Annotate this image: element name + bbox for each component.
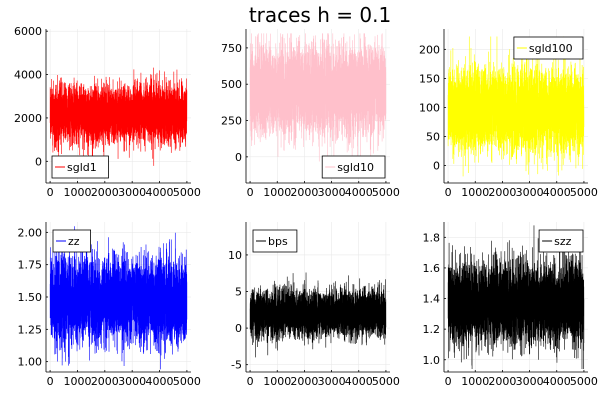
trace-line-sgld1 (49, 67, 188, 166)
y-tick-label: -5 (231, 359, 242, 372)
legend-label: zz (68, 235, 80, 248)
subplot-2: 0 1000 2000 3000 4000 5000 0 250 500 750 sgld10 (221, 29, 400, 199)
x-tick-label: 4000 (543, 375, 571, 388)
x-tick-label: 5000 (173, 186, 201, 199)
legend-box (51, 155, 109, 179)
x-tick-label: 2000 (488, 375, 516, 388)
x-tick-label: 5000 (372, 186, 400, 199)
y-tick-label: 6000 (14, 25, 42, 38)
x-tick-label: 0 (247, 186, 254, 199)
legend-szz: szz (538, 229, 584, 253)
legend-label: szz (554, 235, 572, 248)
y-tick-label: 1.75 (18, 259, 43, 272)
x-tick-label: 3000 (118, 186, 146, 199)
x-tick-label: 4000 (543, 186, 571, 199)
x-tick-label: 3000 (516, 186, 544, 199)
x-tick-label: 4000 (146, 186, 174, 199)
x-tick-label: 5000 (570, 375, 598, 388)
x-tick-label: 0 (47, 375, 54, 388)
legend-box (538, 229, 584, 253)
y-tick-label: 1.8 (423, 231, 441, 244)
y-tick-label: 2.00 (18, 226, 43, 239)
x-tick-label: 3000 (118, 375, 146, 388)
y-tick-label: 200 (419, 43, 440, 56)
subplot-5: 0 1000 2000 3000 4000 5000 -5 0 5 10 bps (228, 222, 400, 388)
y-tick-label: 0 (35, 155, 42, 168)
x-tick-label: 1000 (63, 186, 91, 199)
y-tick-label: 250 (221, 115, 242, 128)
legend-sgld10: sgld10 (321, 155, 386, 179)
trace-line-szz (447, 225, 585, 369)
x-tick-label: 3000 (318, 186, 346, 199)
trace-line-bps (249, 272, 387, 358)
legend-label: sgld100 (529, 42, 573, 55)
legend-sgld100: sgld100 (513, 36, 584, 60)
x-tick-label: 2000 (91, 375, 119, 388)
y-tick-label: 1.4 (423, 293, 441, 306)
x-tick-label: 5000 (570, 186, 598, 199)
subplot-4: 0 1000 2000 3000 4000 5000 1.00 1.25 1.50 1.75 2.0… (18, 222, 201, 388)
trace-line-sgld100 (447, 36, 585, 177)
x-tick-label: 0 (47, 186, 54, 199)
x-tick-label: 0 (445, 186, 452, 199)
legend-bps: bps (252, 229, 298, 253)
y-tick-label: 500 (221, 78, 242, 91)
legend-label: bps (268, 235, 288, 248)
x-tick-label: 5000 (372, 375, 400, 388)
x-tick-label: 2000 (91, 186, 119, 199)
y-tick-label: 150 (419, 72, 440, 85)
x-tick-label: 1000 (461, 375, 489, 388)
y-tick-label: 1.00 (18, 356, 43, 369)
x-tick-label: 5000 (173, 375, 201, 388)
trace-line-sgld10 (249, 33, 387, 177)
legend-box (252, 229, 298, 253)
x-tick-label: 1000 (263, 186, 291, 199)
x-tick-label: 1000 (63, 375, 91, 388)
legend-zz: zz (52, 229, 91, 253)
y-tick-label: 2000 (14, 112, 42, 125)
legend-label: sgld1 (67, 161, 97, 174)
y-tick-label: 1.6 (423, 262, 441, 275)
x-tick-label: 2000 (488, 186, 516, 199)
x-tick-label: 3000 (516, 375, 544, 388)
y-tick-label: 10 (228, 249, 242, 262)
legend-label: sgld10 (337, 161, 374, 174)
y-tick-label: 1.0 (423, 354, 441, 367)
figure-title: traces h = 0.1 (249, 3, 391, 27)
x-tick-label: 0 (445, 375, 452, 388)
x-tick-label: 3000 (318, 375, 346, 388)
x-tick-label: 2000 (290, 375, 318, 388)
x-tick-label: 1000 (461, 186, 489, 199)
trace-line-zz (49, 226, 188, 370)
x-tick-label: 2000 (290, 186, 318, 199)
subplot-6: 0 1000 2000 3000 4000 5000 1.0 1.2 1.4 1.6 1.8 szz (423, 222, 598, 388)
y-tick-label: 5 (235, 286, 242, 299)
x-tick-label: 4000 (146, 375, 174, 388)
y-tick-label: 1.25 (18, 323, 43, 336)
y-tick-label: 4000 (14, 69, 42, 82)
x-tick-label: 1000 (263, 375, 291, 388)
legend-box (52, 229, 91, 253)
y-tick-label: 750 (221, 42, 242, 55)
legend-sgld1: sgld1 (51, 155, 109, 179)
x-tick-label: 4000 (345, 375, 373, 388)
subplot-3: 0 1000 2000 3000 4000 5000 0 50 100 150 200 sgld100 (419, 29, 598, 199)
y-tick-label: 100 (419, 101, 440, 114)
x-tick-label: 4000 (345, 186, 373, 199)
legend-box (513, 36, 584, 60)
y-tick-label: 1.50 (18, 291, 43, 304)
y-tick-label: 0 (235, 322, 242, 335)
y-tick-label: 0 (235, 151, 242, 164)
y-tick-label: 50 (426, 131, 440, 144)
y-tick-label: 1.2 (423, 323, 441, 336)
x-tick-label: 0 (247, 375, 254, 388)
legend-box (321, 155, 386, 179)
y-tick-label: 0 (433, 160, 440, 173)
